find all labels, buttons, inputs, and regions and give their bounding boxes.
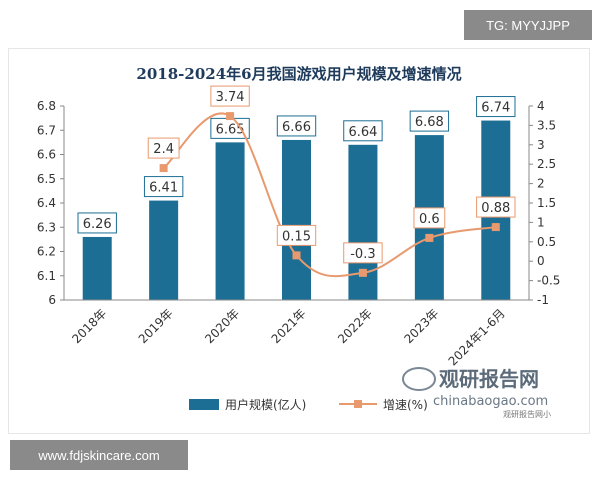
right-axis-tick-label: 3.5 <box>537 118 556 132</box>
growth-data-label: 0.88 <box>481 201 510 216</box>
growth-data-label: 0.15 <box>282 229 311 244</box>
left-axis-tick-label: 6.1 <box>37 269 56 283</box>
growth-marker <box>159 164 168 173</box>
growth-marker <box>292 251 301 260</box>
bar <box>282 139 311 300</box>
growth-marker <box>226 112 235 121</box>
left-axis-tick-label: 6.3 <box>37 220 56 234</box>
left-axis-tick-label: 6.7 <box>37 123 56 137</box>
bar <box>82 236 112 300</box>
left-axis-tick-label: 6.5 <box>37 172 56 186</box>
x-axis-tick-label: 2020年 <box>202 306 242 346</box>
growth-data-label-box <box>147 137 180 159</box>
right-y-axis: -1 -0.5 0 0.5 1 1.5 2 2.5 3 3.5 4 <box>528 99 560 307</box>
growth-marker <box>358 268 367 277</box>
left-axis-tick-label: 6.2 <box>37 245 56 259</box>
bar-data-label: 6.26 <box>83 217 112 232</box>
left-axis-tick-label: 6.4 <box>37 196 56 210</box>
growth-data-label: 0.6 <box>419 212 440 227</box>
bar-data-label: 6.66 <box>282 120 311 135</box>
right-axis-tick-label: -1 <box>537 293 549 307</box>
left-axis-tick-label: 6.6 <box>37 148 56 162</box>
legend-bar-label: 用户规模(亿人) <box>225 397 306 412</box>
growth-data-label-box <box>343 242 383 264</box>
x-axis: 2018年 2019年 2020年 2021年 2022年 2023年 2024年1-6月 <box>64 299 529 369</box>
x-axis-tick-label: 2022年 <box>335 306 375 346</box>
growth-marker <box>425 233 434 242</box>
bottom-overlay-tag: www.fdjskincare.com <box>10 440 188 470</box>
right-axis-tick-label: 2.5 <box>537 157 556 171</box>
growth-data-label: 2.4 <box>153 142 174 157</box>
x-axis-tick-label: 2023年 <box>401 306 441 346</box>
watermark: 观研报告网 chinabaogao.com 观研报告网小 <box>402 367 551 419</box>
right-axis-tick-label: -0.5 <box>537 274 560 288</box>
growth-data-label-box <box>276 224 317 246</box>
watermark-brand: 观研报告网 <box>439 367 539 391</box>
chart-frame: 2018-2024年6月我国游戏用户规模及增速情况 6 6.1 6.2 6.3 6.4 6… <box>8 48 590 434</box>
left-axis-tick-label: 6 <box>48 293 56 307</box>
x-axis-tick-label: 2024年1-6月 <box>446 306 508 368</box>
watermark-small-text: 观研报告网小 <box>503 409 551 419</box>
x-axis-tick-label: 2021年 <box>269 306 309 346</box>
bar <box>149 200 179 300</box>
left-y-axis: 6 6.1 6.2 6.3 6.4 6.5 6.6 6.7 6.8 <box>37 99 65 307</box>
right-axis-tick-label: 1.5 <box>537 196 556 210</box>
bar-series: 6.26 6.41 6.65 6.66 6.64 6.68 6.74 <box>77 96 516 300</box>
growth-marker <box>491 223 500 232</box>
bar-data-label-box <box>476 96 516 118</box>
chart-canvas: 2018-2024年6月我国游戏用户规模及增速情况 66.16.26.36.46… <box>37 65 561 419</box>
growth-data-label-box <box>413 207 446 229</box>
bar-data-label: 6.65 <box>216 122 245 137</box>
right-axis-tick-label: 3 <box>537 138 545 152</box>
right-axis-tick-label: 0 <box>537 254 545 268</box>
bar <box>215 142 245 300</box>
bar-data-label: 6.64 <box>348 125 377 140</box>
top-overlay-tag: TG: MYYJJPP <box>464 10 592 40</box>
bottom-overlay-text: www.fdjskincare.com <box>38 447 160 463</box>
legend: 用户规模(亿人) 增速(%) <box>189 397 428 412</box>
growth-line-series: 2.4 3.74 0.15 -0.3 0.6 0.88 <box>147 85 516 278</box>
chart-title: 2018-2024年6月我国游戏用户规模及增速情况 <box>136 65 461 83</box>
bar-data-label: 6.68 <box>415 115 444 130</box>
bar-data-label-box <box>77 212 117 234</box>
bar-data-label-box <box>409 110 450 132</box>
watermark-domain: chinabaogao.com <box>433 394 548 409</box>
bar-data-label: 6.41 <box>149 181 178 196</box>
watermark-logo-icon <box>402 367 436 391</box>
bar-data-label-box <box>143 176 184 198</box>
legend-line-marker <box>354 400 362 408</box>
legend-line-label: 增速(%) <box>383 398 428 412</box>
growth-data-label: 3.74 <box>216 90 245 105</box>
bar-data-label-box <box>276 115 317 137</box>
x-axis-tick-label: 2018年 <box>69 306 109 346</box>
right-axis-tick-label: 2 <box>537 177 545 191</box>
top-overlay-text: TG: MYYJJPP <box>486 17 570 33</box>
growth-data-label-box <box>210 85 250 107</box>
growth-data-label-box <box>476 196 516 218</box>
x-axis-tick-label: 2019年 <box>136 306 176 346</box>
left-axis-tick-label: 6.8 <box>37 99 56 113</box>
growth-data-label: -0.3 <box>350 247 375 262</box>
bar-data-label: 6.74 <box>481 101 510 116</box>
right-axis-tick-label: 1 <box>537 215 545 229</box>
right-axis-tick-label: 0.5 <box>537 235 556 249</box>
right-axis-tick-label: 4 <box>537 99 545 113</box>
legend-bar-swatch <box>189 399 219 410</box>
bar-data-label-box <box>343 120 383 142</box>
